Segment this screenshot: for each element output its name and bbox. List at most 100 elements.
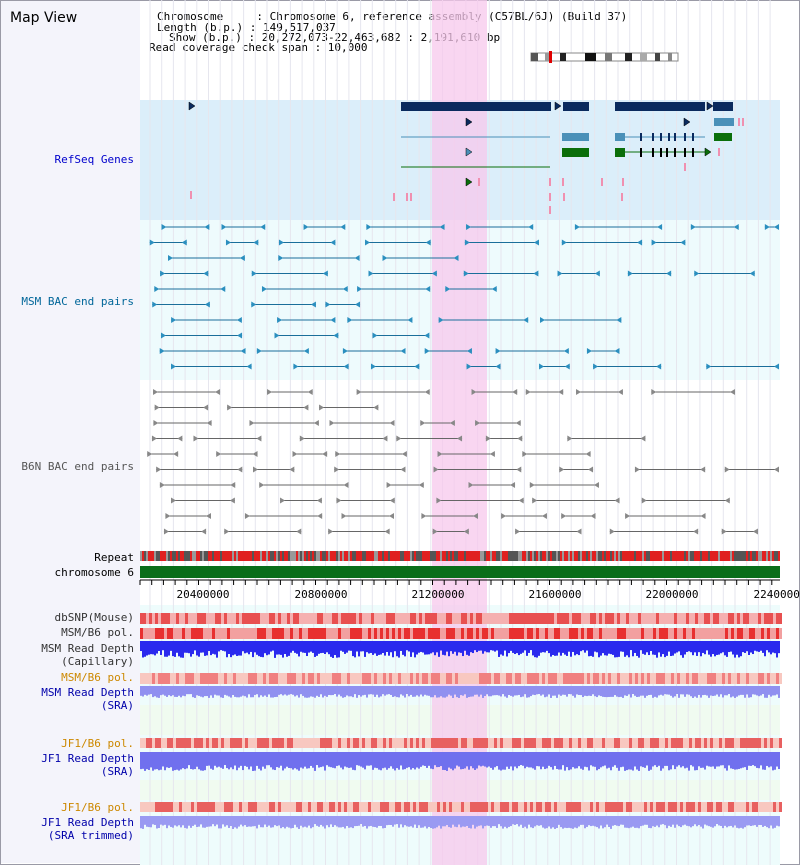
msm-depth-sra-bar bbox=[536, 686, 538, 695]
jf1-depth-trim-bar bbox=[426, 816, 428, 829]
repeat-segment bbox=[598, 551, 600, 561]
jf1-pol-heat bbox=[335, 738, 338, 748]
msm-depth-capillary-bar bbox=[428, 641, 430, 655]
jf1-pol-heat bbox=[533, 738, 536, 748]
jf1-depth-trim-bar bbox=[710, 816, 712, 827]
msm-depth-sra-bar bbox=[608, 686, 610, 697]
jf1-depth-trim-bar bbox=[182, 816, 184, 826]
msm-depth-sra-bar bbox=[198, 686, 200, 696]
msm-pol-heat bbox=[662, 628, 665, 639]
jf1-depth-trim-bar bbox=[450, 816, 452, 828]
jf1-depth-sra-bar bbox=[394, 752, 396, 771]
dbsnp-heat bbox=[521, 613, 524, 624]
msm-depth-sra-bar bbox=[368, 686, 370, 695]
jf1-depth-sra-bar bbox=[544, 752, 546, 770]
msm-pol-heat bbox=[149, 628, 152, 639]
msm-depth-sra-bar bbox=[456, 686, 458, 698]
repeat-segment bbox=[570, 551, 572, 561]
msm-depth-sra-bar bbox=[578, 686, 580, 695]
jf1-pol-2-heat bbox=[776, 802, 779, 812]
jf1-depth-trim-bar bbox=[174, 816, 176, 826]
msm-pol-heat bbox=[425, 628, 428, 639]
msm-depth-capillary-bar bbox=[144, 641, 146, 657]
msm-depth-sra-bar bbox=[376, 686, 378, 695]
repeat-segment bbox=[756, 551, 758, 561]
msm-pol-sra-heat bbox=[206, 673, 209, 684]
b6n-bac-pair-end bbox=[341, 513, 347, 519]
dbsnp-heat bbox=[203, 613, 206, 624]
repeat-segment bbox=[192, 551, 194, 561]
msm-pol-heat bbox=[446, 628, 449, 639]
repeat-segment bbox=[324, 551, 326, 561]
jf1-depth-sra-bar bbox=[372, 752, 374, 770]
jf1-depth-sra-bar bbox=[520, 752, 522, 766]
dbsnp-heat bbox=[635, 613, 638, 624]
track-label-b6n-bac-end-pairs[interactable]: B6N BAC end pairs bbox=[21, 460, 134, 473]
msm-bac-pair-end bbox=[365, 239, 371, 246]
track-label-msm-bac-end-pairs[interactable]: MSM BAC end pairs bbox=[21, 295, 134, 308]
msm-depth-sra-bar bbox=[274, 686, 276, 698]
jf1-pol-heat bbox=[581, 738, 584, 748]
msm-pol-heat bbox=[599, 628, 602, 639]
dbsnp-heat bbox=[767, 613, 770, 624]
jf1-depth-trim-bar bbox=[280, 816, 282, 829]
jf1-depth-trim-bar bbox=[650, 816, 652, 829]
msm-pol-heat bbox=[440, 628, 443, 639]
msm-depth-sra-bar bbox=[350, 686, 352, 697]
jf1-depth-trim-bar bbox=[214, 816, 216, 827]
jf1-pol-heat bbox=[515, 738, 518, 748]
jf1-depth-sra-bar bbox=[650, 752, 652, 770]
dbsnp-heat bbox=[530, 613, 533, 624]
jf1-depth-trim-bar bbox=[622, 816, 624, 825]
repeat-segment bbox=[758, 551, 760, 561]
msm-pol-sra-heat bbox=[740, 673, 743, 684]
msm-depth-sra-bar bbox=[472, 686, 474, 697]
repeat-segment bbox=[218, 551, 220, 561]
repeat-segment bbox=[202, 551, 204, 561]
exon bbox=[674, 148, 676, 157]
msm-pol-heat bbox=[356, 628, 359, 639]
dbsnp-heat bbox=[167, 613, 170, 624]
msm-pol-sra-heat bbox=[650, 673, 653, 684]
msm-depth-capillary-bar bbox=[538, 641, 540, 656]
b6n-bac-pair-end bbox=[625, 513, 631, 519]
jf1-depth-trim-bar bbox=[502, 816, 504, 829]
jf1-pol-2-heat bbox=[563, 802, 566, 812]
jf1-pol-heat bbox=[605, 738, 608, 748]
jf1-depth-trim-bar bbox=[246, 816, 248, 827]
b6n-bac-pair-end bbox=[292, 451, 298, 457]
msm-depth-sra-bar bbox=[732, 686, 734, 697]
msm-depth-capillary-bar bbox=[350, 641, 352, 651]
jf1-pol-2-heat bbox=[674, 802, 677, 812]
repeat-segment bbox=[582, 551, 584, 561]
repeat-segment bbox=[148, 551, 150, 561]
jf1-depth-trim-bar bbox=[608, 816, 610, 827]
jf1-pol-2-heat bbox=[623, 802, 626, 812]
msm-pol-heat bbox=[383, 628, 386, 639]
b6n-bac-pair-end bbox=[525, 389, 531, 395]
jf1-depth-trim-bar bbox=[200, 816, 202, 825]
jf1-depth-trim-bar bbox=[380, 816, 382, 826]
jf1-pol-heat bbox=[191, 738, 194, 748]
repeat-segment bbox=[706, 551, 708, 561]
jf1-pol-2-heat bbox=[443, 802, 446, 812]
jf1-pol-heat bbox=[434, 738, 437, 748]
jf1-depth-trim-bar bbox=[318, 816, 320, 827]
msm-bac-pair-end bbox=[491, 286, 497, 292]
jf1-pol-heat bbox=[701, 738, 704, 748]
dbsnp-heat bbox=[311, 613, 314, 624]
jf1-depth-trim-bar bbox=[544, 816, 546, 829]
jf1-depth-sra-bar bbox=[218, 752, 220, 767]
jf1-depth-sra-bar bbox=[722, 752, 724, 766]
b6n-bac-pair-end bbox=[449, 420, 455, 426]
msm-pol-sra-heat bbox=[476, 673, 479, 684]
repeat-segment bbox=[240, 551, 242, 561]
repeat-segment bbox=[348, 551, 350, 561]
track-label-refseq-genes[interactable]: RefSeq Genes bbox=[54, 153, 134, 166]
msm-depth-capillary-bar bbox=[486, 641, 488, 653]
msm-pol-sra-heat bbox=[209, 673, 212, 684]
msm-depth-sra-bar bbox=[728, 686, 730, 695]
msm-depth-sra-bar bbox=[624, 686, 626, 696]
jf1-depth-trim-bar bbox=[258, 816, 260, 825]
